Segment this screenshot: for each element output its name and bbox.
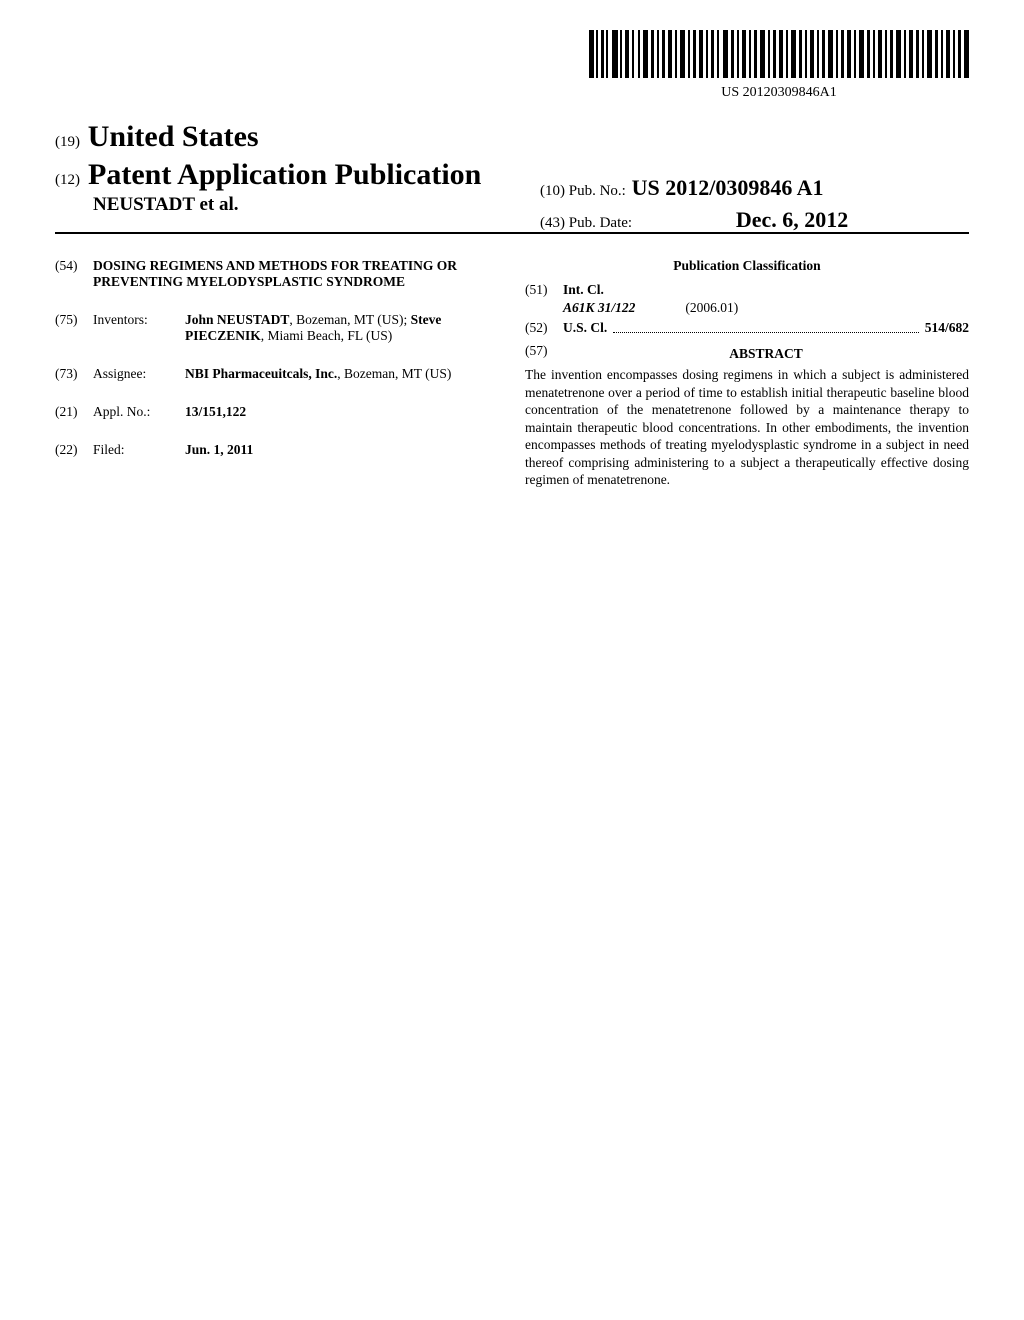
left-column: (54) DOSING REGIMENS AND METHODS FOR TRE… bbox=[55, 258, 499, 489]
assignee-value: NBI Pharmaceuitcals, Inc., Bozeman, MT (… bbox=[185, 366, 451, 382]
filed-value: Jun. 1, 2011 bbox=[185, 442, 253, 458]
code-22: (22) bbox=[55, 442, 93, 458]
code-43: (43) bbox=[540, 215, 565, 231]
assignee-loc: , Bozeman, MT (US) bbox=[337, 366, 451, 381]
intcl-field: (51) Int. Cl. bbox=[525, 282, 969, 298]
code-52: (52) bbox=[525, 320, 563, 336]
pubdate-value: Dec. 6, 2012 bbox=[736, 207, 848, 232]
abstract-heading-row: (57) ABSTRACT bbox=[525, 336, 969, 366]
uscl-field: (52) U.S. Cl. 514/682 bbox=[525, 320, 969, 336]
code-51: (51) bbox=[525, 282, 563, 298]
code-12: (12) bbox=[55, 172, 80, 188]
pubno-value: US 2012/0309846 A1 bbox=[632, 175, 824, 200]
patent-title: DOSING REGIMENS AND METHODS FOR TREATING… bbox=[93, 258, 499, 290]
assignee-field: (73) Assignee: NBI Pharmaceuitcals, Inc.… bbox=[55, 366, 499, 382]
code-75: (75) bbox=[55, 312, 93, 344]
applno-field: (21) Appl. No.: 13/151,122 bbox=[55, 404, 499, 420]
code-10: (10) bbox=[540, 183, 565, 199]
code-57: (57) bbox=[525, 343, 563, 359]
inventor1-name: John NEUSTADT bbox=[185, 312, 289, 327]
code-19: (19) bbox=[55, 134, 80, 150]
applno-value: 13/151,122 bbox=[185, 404, 246, 420]
assignee-name: NBI Pharmaceuitcals, Inc. bbox=[185, 366, 337, 381]
title-field: (54) DOSING REGIMENS AND METHODS FOR TRE… bbox=[55, 258, 499, 290]
code-21: (21) bbox=[55, 404, 93, 420]
uscl-value: 514/682 bbox=[925, 320, 969, 336]
body-columns: (54) DOSING REGIMENS AND METHODS FOR TRE… bbox=[55, 258, 969, 489]
intcl-year: (2006.01) bbox=[685, 300, 738, 316]
code-73: (73) bbox=[55, 366, 93, 382]
barcode-image bbox=[589, 30, 969, 78]
inventor2-loc: , Miami Beach, FL (US) bbox=[261, 328, 392, 343]
inventors-value: John NEUSTADT, Bozeman, MT (US); Steve P… bbox=[185, 312, 499, 344]
pubdate-label: Pub. Date: bbox=[569, 215, 632, 231]
pubno-label: Pub. No.: bbox=[569, 183, 626, 199]
intcl-value-row: A61K 31/122 (2006.01) bbox=[525, 300, 969, 316]
intcl-symbol: A61K 31/122 bbox=[563, 300, 635, 316]
assignee-label: Assignee: bbox=[93, 366, 185, 382]
barcode-region: US 20120309846A1 bbox=[589, 30, 969, 101]
abstract-body: The invention encompasses dosing regimen… bbox=[525, 366, 969, 489]
right-column: Publication Classification (51) Int. Cl.… bbox=[525, 258, 969, 489]
uscl-label: U.S. Cl. bbox=[563, 320, 607, 336]
inventor1-loc: , Bozeman, MT (US); bbox=[289, 312, 410, 327]
abstract-heading: ABSTRACT bbox=[563, 346, 969, 362]
pub-classification-heading: Publication Classification bbox=[525, 258, 969, 274]
inventors-field: (75) Inventors: John NEUSTADT, Bozeman, … bbox=[55, 312, 499, 344]
publication-type-label: Patent Application Publication bbox=[88, 158, 481, 191]
filed-label: Filed: bbox=[93, 442, 185, 458]
inventors-label: Inventors: bbox=[93, 312, 185, 344]
dot-leader bbox=[613, 320, 918, 333]
header-right: (10) Pub. No.: US 2012/0309846 A1 (43) P… bbox=[540, 175, 848, 233]
intcl-label: Int. Cl. bbox=[563, 282, 604, 298]
filed-field: (22) Filed: Jun. 1, 2011 bbox=[55, 442, 499, 458]
united-states-label: United States bbox=[88, 120, 259, 153]
applno-label: Appl. No.: bbox=[93, 404, 185, 420]
barcode-number: US 20120309846A1 bbox=[589, 85, 969, 101]
code-54: (54) bbox=[55, 258, 93, 290]
